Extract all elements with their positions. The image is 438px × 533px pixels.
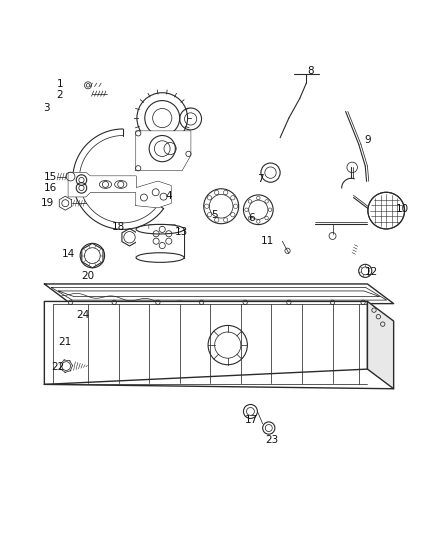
Text: 17: 17 <box>245 415 258 425</box>
Polygon shape <box>367 302 394 389</box>
Text: 2: 2 <box>57 90 63 100</box>
Text: 11: 11 <box>261 236 274 246</box>
Polygon shape <box>136 131 191 171</box>
Text: 19: 19 <box>41 198 54 208</box>
Polygon shape <box>149 225 182 248</box>
Text: 18: 18 <box>112 222 125 232</box>
Polygon shape <box>44 302 367 384</box>
Text: 5: 5 <box>211 210 218 220</box>
Text: 7: 7 <box>257 174 264 184</box>
Text: 1: 1 <box>57 79 63 89</box>
Text: 16: 16 <box>44 183 57 193</box>
Text: 12: 12 <box>365 266 378 277</box>
Text: 4: 4 <box>166 191 172 201</box>
Text: 3: 3 <box>43 103 50 113</box>
Text: 21: 21 <box>59 337 72 346</box>
Text: 10: 10 <box>396 204 409 214</box>
Text: 6: 6 <box>248 213 255 223</box>
Text: 22: 22 <box>52 362 65 372</box>
Polygon shape <box>136 181 171 207</box>
Text: 9: 9 <box>364 135 371 145</box>
Text: 13: 13 <box>175 227 188 237</box>
Text: 23: 23 <box>265 435 278 445</box>
Polygon shape <box>136 229 184 257</box>
Polygon shape <box>68 173 136 197</box>
Text: 24: 24 <box>76 310 89 320</box>
Text: 14: 14 <box>62 249 75 259</box>
Polygon shape <box>44 284 394 304</box>
Text: 15: 15 <box>44 172 57 182</box>
Text: 8: 8 <box>307 66 314 76</box>
Text: 20: 20 <box>81 271 95 281</box>
